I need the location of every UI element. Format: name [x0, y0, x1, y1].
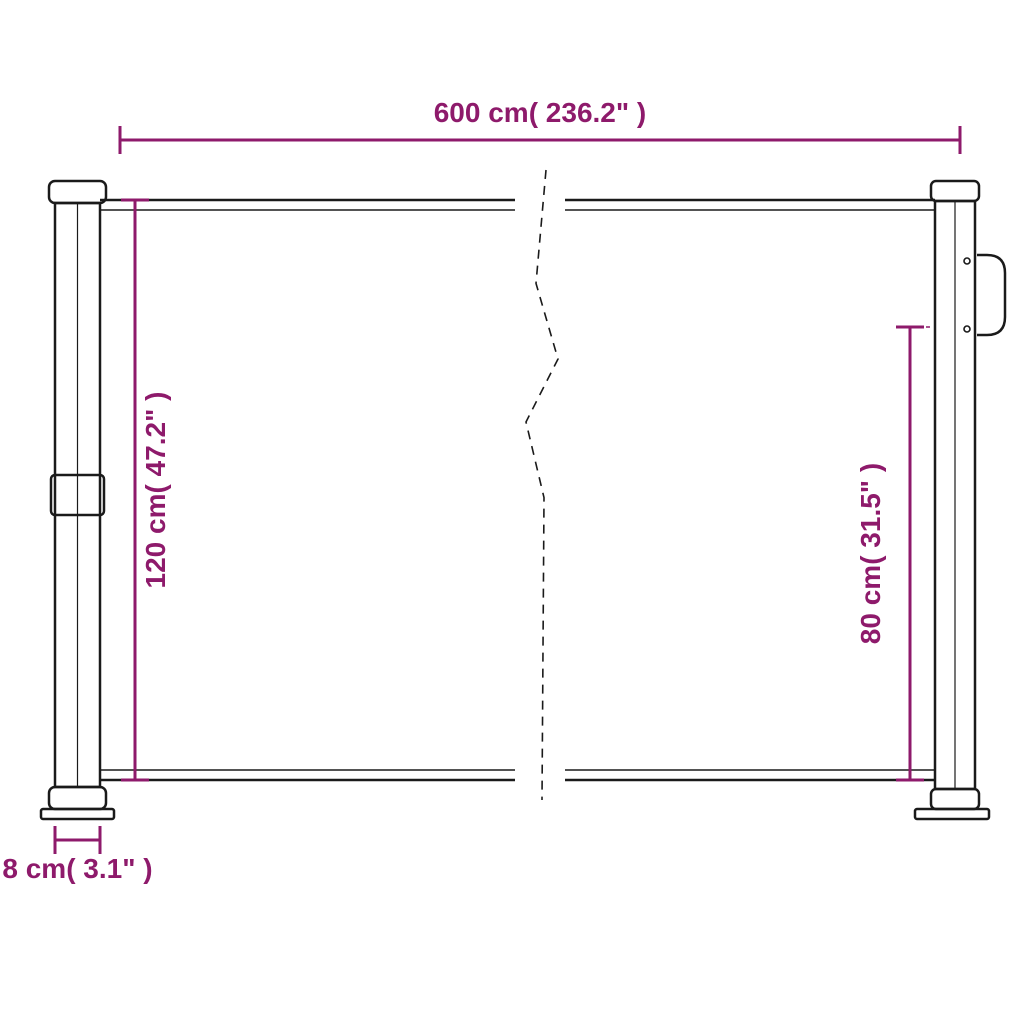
dim-handle-height: 80 cm( 31.5" ) — [855, 463, 886, 644]
dimension-diagram: 600 cm( 236.2" ) 120 cm( 47.2" ) 80 cm( 31… — [0, 0, 1024, 1024]
dimension-annotations: 600 cm( 236.2" ) 120 cm( 47.2" ) 80 cm( 31… — [2, 97, 960, 884]
dim-depth: 8 cm( 3.1" ) — [2, 853, 152, 884]
dim-height: 120 cm( 47.2" ) — [140, 392, 171, 589]
dim-width: 600 cm( 236.2" ) — [434, 97, 647, 128]
